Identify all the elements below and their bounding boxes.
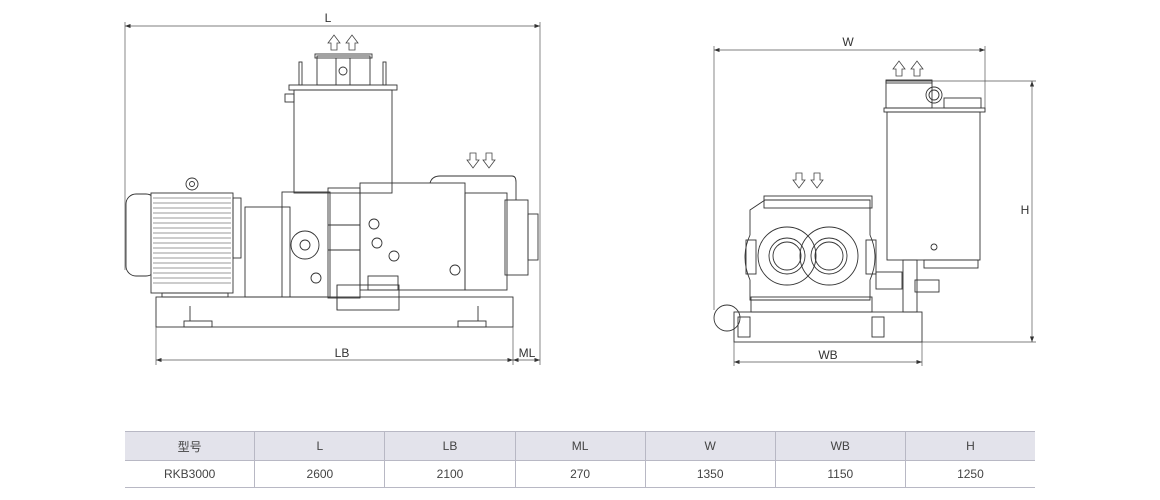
base-frame xyxy=(155,296,514,328)
table-header-row: 型号 L LB ML W WB H xyxy=(125,431,1035,461)
dim-label-W: W xyxy=(842,35,854,49)
dimension-LB xyxy=(155,327,540,365)
dim-label-WB: WB xyxy=(818,348,837,362)
separator-tank-end xyxy=(883,79,986,313)
header-L: L xyxy=(254,431,386,461)
dim-label-ML: ML xyxy=(519,346,536,360)
inlet-arrow-icon xyxy=(482,152,496,169)
separator-tank xyxy=(284,53,398,194)
outlet-arrow-icon xyxy=(892,60,906,77)
dim-label-L: L xyxy=(325,11,332,25)
outlet-arrow-icon xyxy=(910,60,924,77)
outlet-arrow-icon xyxy=(327,34,341,51)
dim-label-H: H xyxy=(1021,203,1030,217)
side-view: L xyxy=(124,11,541,365)
cell-model: RKB3000 xyxy=(125,460,256,488)
header-model: 型号 xyxy=(125,431,256,461)
base-frame-end xyxy=(713,296,923,343)
spec-table: 型号 L LB ML W WB H RKB3000 2600 2100 270 … xyxy=(125,431,1035,488)
pump-body xyxy=(327,175,539,311)
cell-W: 1350 xyxy=(645,460,776,488)
technical-drawing: L xyxy=(124,11,1036,366)
header-WB: WB xyxy=(775,431,906,461)
dimension-W xyxy=(713,46,986,310)
header-H: H xyxy=(905,431,1035,461)
dimension-H xyxy=(922,80,1036,343)
dimension-L xyxy=(124,22,541,365)
inlet-arrow-icon xyxy=(810,172,824,189)
cell-ML: 270 xyxy=(515,460,646,488)
header-LB: LB xyxy=(384,431,516,461)
inlet-arrow-icon xyxy=(792,172,806,189)
coupling-guard xyxy=(244,206,291,298)
dim-label-LB: LB xyxy=(335,346,350,360)
motor xyxy=(125,177,242,298)
cell-L: 2600 xyxy=(254,460,386,488)
gearbox xyxy=(281,191,331,298)
cell-LB: 2100 xyxy=(384,460,516,488)
cell-WB: 1150 xyxy=(775,460,906,488)
cell-H: 1250 xyxy=(905,460,1035,488)
table-row: RKB3000 2600 2100 270 1350 1150 1250 xyxy=(125,460,1035,488)
outlet-arrow-icon xyxy=(345,34,359,51)
inlet-arrow-icon xyxy=(466,152,480,169)
dimension-WB xyxy=(733,342,923,366)
header-ML: ML xyxy=(515,431,646,461)
header-W: W xyxy=(645,431,776,461)
pump-casing-end xyxy=(744,195,940,301)
end-view: W H xyxy=(713,35,1036,366)
